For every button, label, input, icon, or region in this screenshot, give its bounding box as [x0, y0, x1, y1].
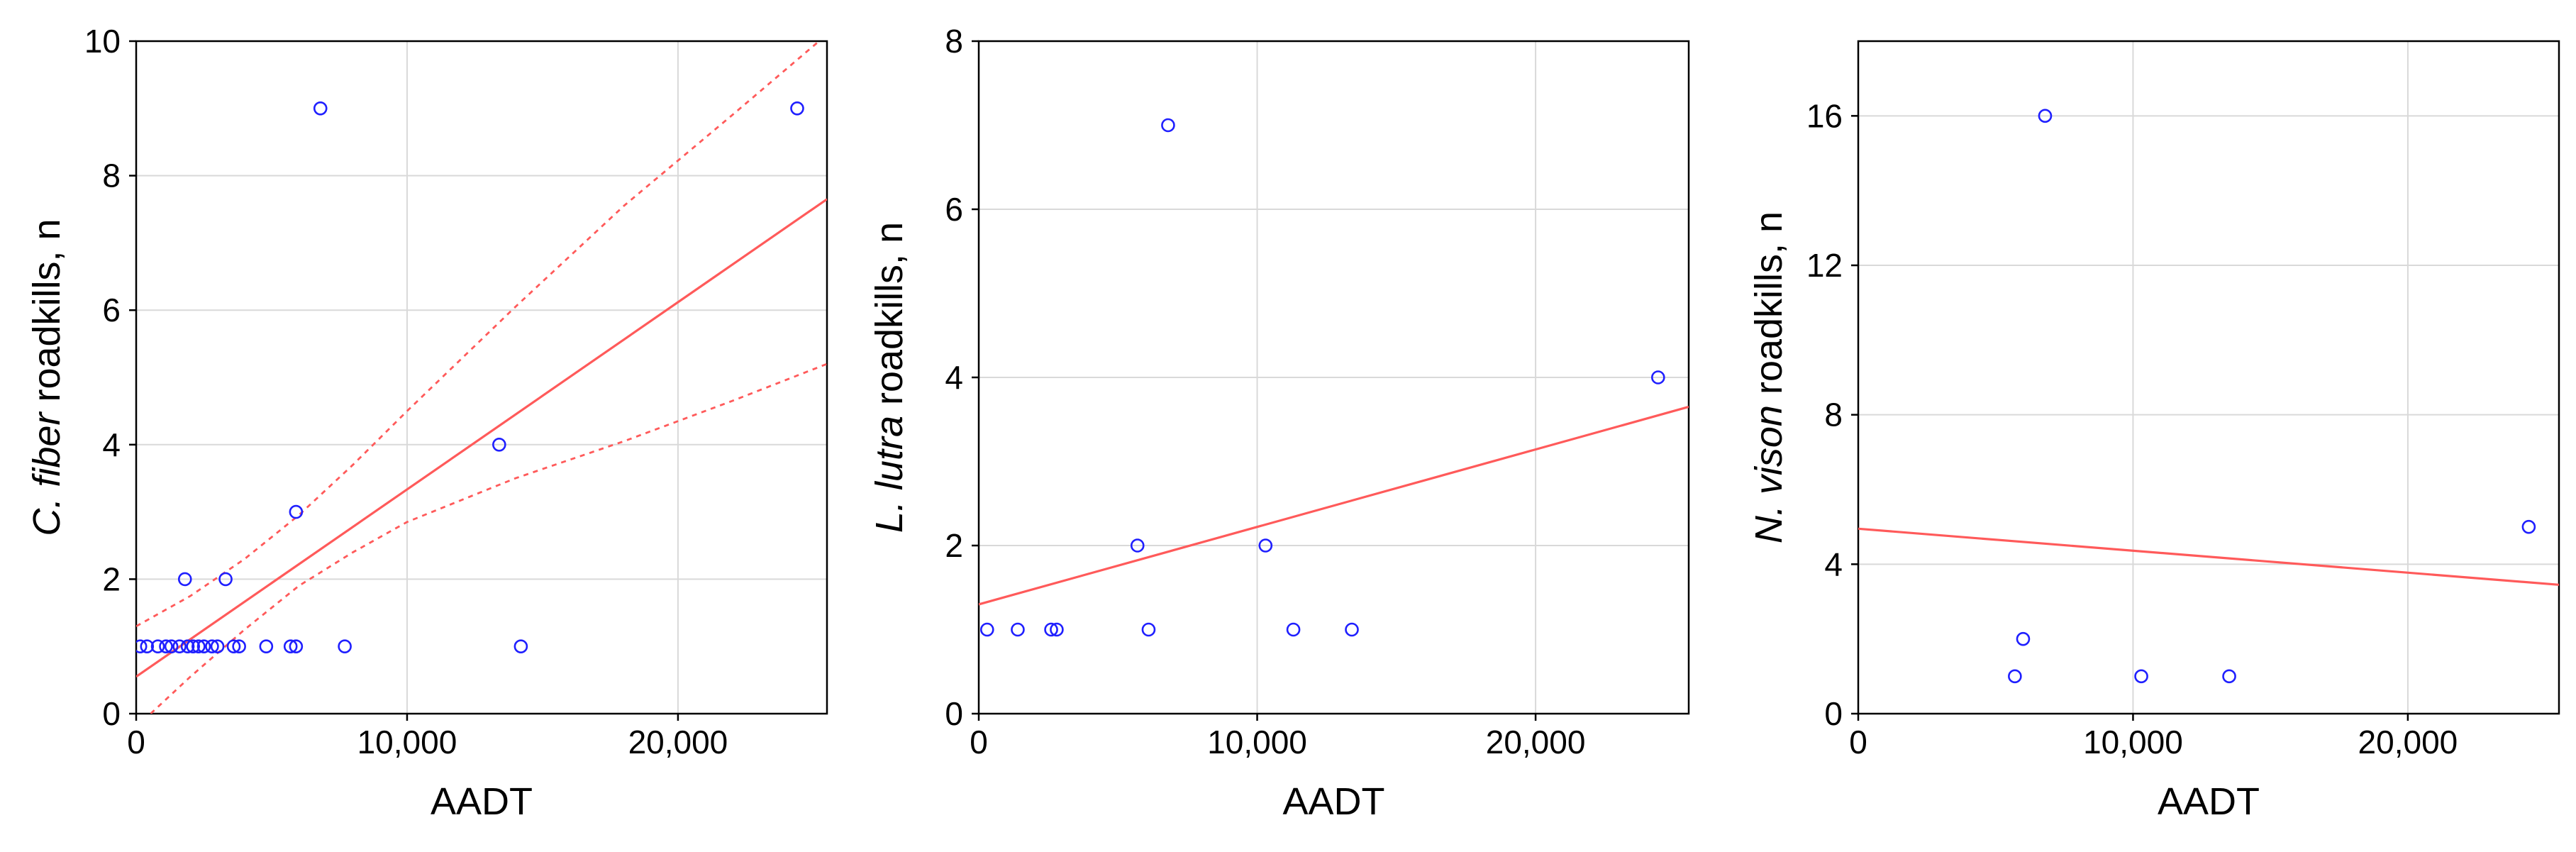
data-point [2008, 669, 2022, 684]
data-point [218, 572, 233, 587]
regression-line [979, 405, 1689, 606]
y-tick-label: 12 [1806, 247, 1843, 284]
chart-panel-1: 0 10,000 20,000 0 2 4 6 8 10 AADT C. fiber roadkil… [26, 23, 828, 823]
regression-line [136, 198, 827, 678]
data-point [172, 639, 187, 654]
y-tick-label: 4 [945, 359, 963, 396]
x-tick-label: 10,000 [1207, 724, 1307, 760]
data-point [232, 639, 246, 654]
data-point [289, 639, 304, 654]
x-tick-label: 0 [127, 724, 145, 760]
plot-frame [1857, 40, 2560, 715]
data-point [150, 639, 165, 654]
y-tick-label: 8 [945, 23, 963, 60]
data-point [191, 639, 206, 654]
data-point [1130, 538, 1145, 553]
data-point [2038, 109, 2053, 123]
y-tick-label: 2 [102, 560, 121, 597]
data-point [140, 639, 155, 654]
data-point [180, 639, 195, 654]
x-tick-label: 20,000 [628, 724, 728, 760]
data-point [1161, 118, 1175, 133]
x-tick-label: 20,000 [1486, 724, 1586, 760]
data-point [186, 639, 201, 654]
y-tick-label: 6 [945, 191, 963, 228]
y-axis-label: C. fiber roadkills, n [26, 218, 68, 536]
data-point [1044, 622, 1058, 637]
y-axis-label-unit: roadkills, n [1748, 211, 1790, 405]
data-point [259, 639, 274, 654]
chart-panel-2: 0 10,000 20,000 0 2 4 6 8 AADT L. lutra roadkills… [868, 23, 1690, 823]
x-tick-label: 20,000 [2358, 724, 2458, 760]
chart-panel-3: 0 10,000 20,000 0 4 8 12 16 AADT N. vison roadkil… [1748, 40, 2560, 823]
data-point [1345, 622, 1359, 637]
data-point [177, 572, 192, 587]
x-tick-label: 0 [1849, 724, 1867, 760]
data-point [136, 639, 148, 653]
y-axis-label-species: L. lutra [868, 416, 911, 533]
data-point [283, 639, 298, 654]
data-point [1050, 622, 1064, 637]
data-point [2222, 669, 2236, 684]
y-axis-label-unit: roadkills, n [868, 222, 911, 416]
data-point [205, 639, 219, 654]
data-point [513, 639, 528, 654]
y-axis-label: L. lutra roadkills, n [868, 222, 911, 533]
data-point [2521, 519, 2536, 534]
y-tick-label: 16 [1806, 97, 1843, 134]
data-point [979, 622, 994, 637]
data-point [164, 639, 179, 654]
data-point [2134, 669, 2148, 684]
x-tick-label: 10,000 [2083, 724, 2183, 760]
x-axis-label: AADT [431, 780, 533, 823]
x-tick-label: 10,000 [357, 724, 457, 760]
y-tick-label: 4 [102, 426, 121, 463]
data-point [226, 639, 241, 654]
data-point [790, 101, 804, 116]
y-tick-label: 6 [102, 292, 121, 328]
data-point [1258, 538, 1273, 553]
y-tick-label: 0 [945, 695, 963, 732]
data-point [210, 639, 225, 654]
y-tick-label: 4 [1824, 546, 1843, 582]
data-point [1011, 622, 1025, 637]
y-tick-label: 8 [1824, 397, 1843, 433]
data-point [289, 504, 304, 519]
data-point [1286, 622, 1301, 637]
regression-line [1858, 527, 2559, 586]
x-tick-label: 0 [970, 724, 988, 760]
y-tick-label: 0 [1824, 695, 1843, 732]
y-axis-label: N. vison roadkills, n [1748, 211, 1790, 543]
data-point [492, 437, 506, 452]
confidence-band-upper [136, 41, 821, 628]
x-axis-label: AADT [1282, 780, 1384, 823]
data-point [1141, 622, 1156, 637]
data-point [159, 639, 173, 654]
data-point [1651, 370, 1665, 384]
data-point [2016, 631, 2031, 646]
data-point [313, 101, 328, 116]
y-axis-label-species: N. vison [1748, 405, 1790, 543]
x-axis-label: AADT [2158, 780, 2260, 823]
y-tick-label: 0 [102, 695, 121, 732]
data-point [196, 639, 211, 654]
y-tick-label: 8 [102, 157, 121, 194]
y-tick-label: 2 [945, 527, 963, 564]
y-axis-label-unit: roadkills, n [26, 218, 68, 412]
plot-frame [135, 40, 828, 715]
confidence-band-lower [149, 363, 827, 714]
y-axis-label-species: C. fiber [26, 411, 68, 536]
data-point [338, 639, 352, 654]
y-tick-label: 10 [84, 23, 121, 60]
